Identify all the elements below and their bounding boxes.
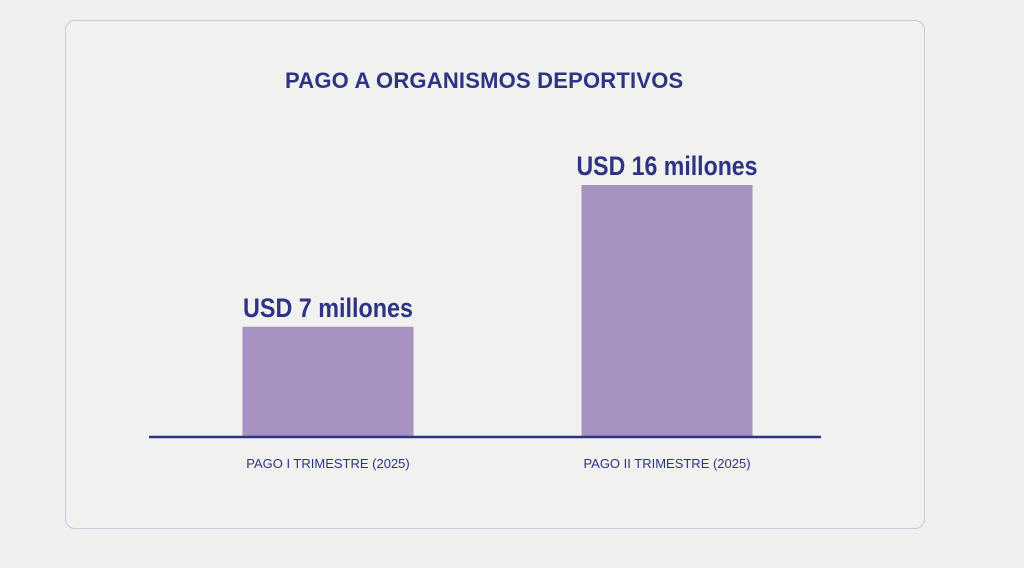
chart-card — [65, 20, 925, 529]
bar-1 — [242, 326, 414, 437]
category-label-2: PAGO II TRIMESTRE (2025) — [583, 456, 750, 471]
category-label-1: PAGO I TRIMESTRE (2025) — [246, 456, 410, 471]
bar-2 — [581, 185, 753, 437]
data-label-2: USD 16 millones — [577, 151, 758, 181]
chart-title: PAGO A ORGANISMOS DEPORTIVOS — [285, 68, 684, 93]
data-label-1: USD 7 millones — [243, 293, 413, 323]
